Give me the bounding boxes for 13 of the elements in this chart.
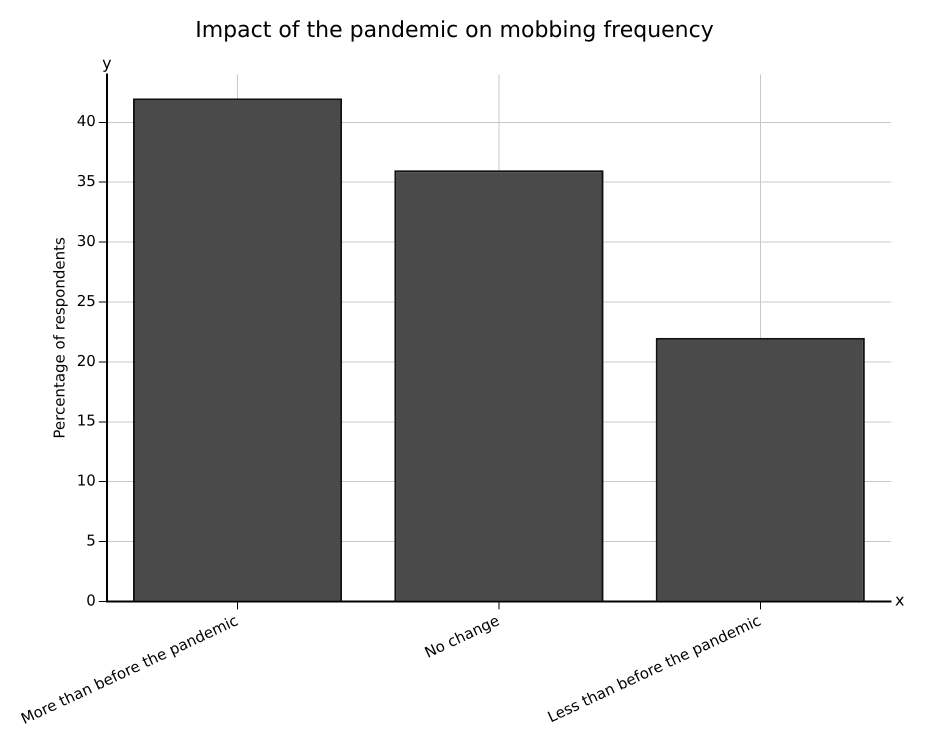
y-tick-label: 35: [76, 172, 96, 190]
y-tick-label: 0: [86, 591, 96, 610]
y-tick-label: 30: [76, 232, 96, 250]
y-tick-label: 10: [76, 472, 96, 490]
y-tick-label: 20: [76, 352, 96, 370]
text: y: [102, 54, 112, 73]
y-tick-label: 5: [86, 531, 96, 550]
y-tick-label: 25: [76, 292, 96, 310]
y-tick-label: 15: [76, 412, 96, 430]
y-tick-label: 40: [76, 112, 96, 130]
y-axis-title: Percentage of respondents: [50, 237, 69, 439]
text: x: [895, 590, 904, 610]
chart-title: Impact of the pandemic on mobbing frequency: [195, 18, 714, 43]
